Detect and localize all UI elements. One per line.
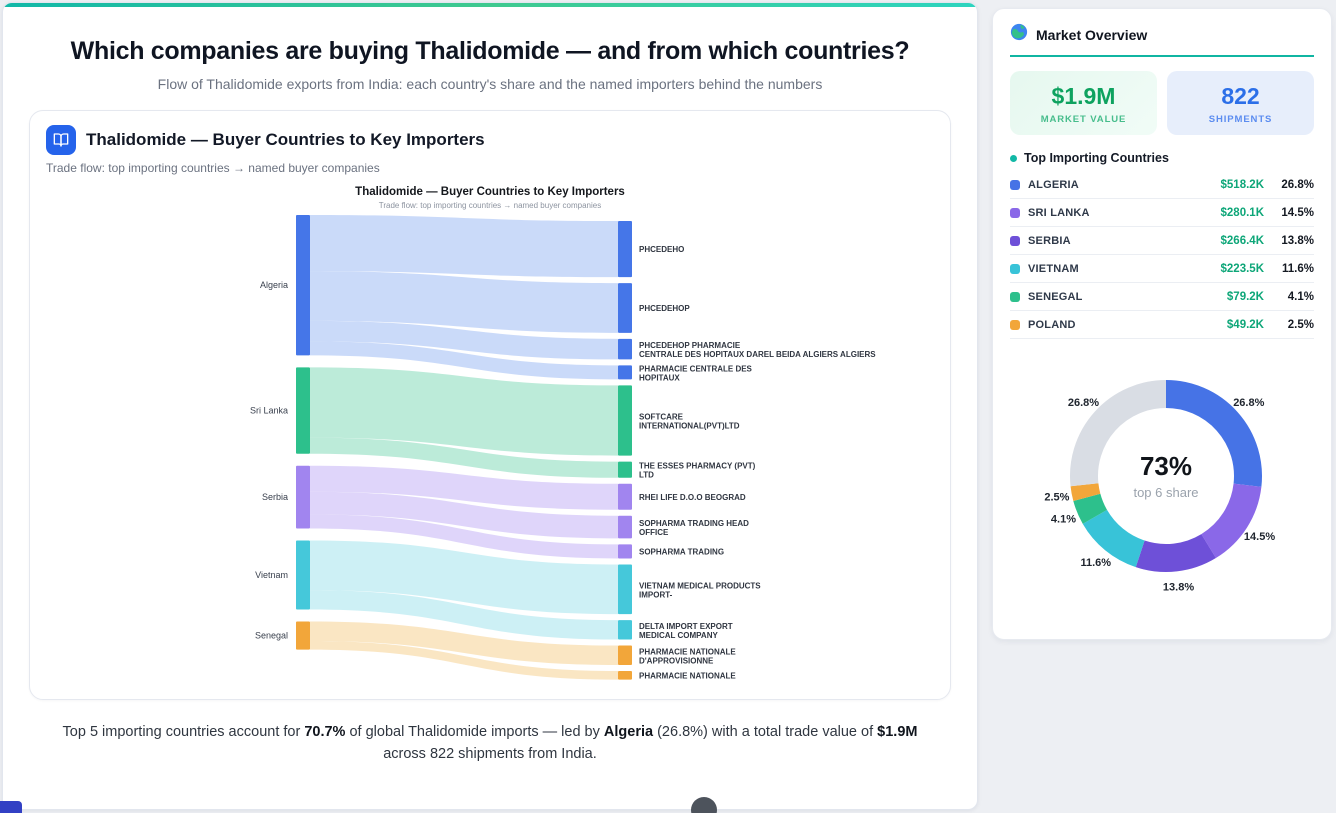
country-color-swatch: [1010, 263, 1020, 274]
summary-note: Top 5 importing countries account for 70…: [62, 724, 918, 762]
svg-text:26.8%: 26.8%: [1233, 397, 1264, 409]
sankey-diagram[interactable]: Thalidomide — Buyer Countries to Key Imp…: [50, 179, 930, 689]
country-name: ALGERIA: [1028, 178, 1079, 191]
donut-chart[interactable]: 26.8% 14.5% 13.8% 11.6% 4.1% 2.5% 26.8% 73% top …: [1010, 351, 1322, 603]
svg-text:PHCEDEHOP: PHCEDEHOP: [639, 304, 690, 313]
svg-text:PHCEDEHO: PHCEDEHO: [639, 245, 684, 254]
partial-bottom-circle-button[interactable]: [691, 797, 717, 813]
svg-text:Senegal: Senegal: [255, 631, 288, 641]
svg-text:INTERNATIONAL(PVT)LTD: INTERNATIONAL(PVT)LTD: [639, 422, 740, 431]
page-subtitle: Flow of Thalidomide exports from India: …: [157, 76, 823, 92]
country-name: SRI LANKA: [1028, 206, 1090, 219]
shipments-stat: 822 SHIPMENTS: [1167, 71, 1314, 135]
svg-text:THE ESSES PHARMACY (PVT): THE ESSES PHARMACY (PVT): [639, 462, 756, 471]
book-icon: [46, 125, 76, 155]
chart-card-header: Thalidomide — Buyer Countries to Key Imp…: [46, 125, 934, 155]
svg-text:Thalidomide — Buyer Countries: Thalidomide — Buyer Countries to Key Imp…: [355, 186, 625, 198]
country-row-vietnam: VIETNAM $223.5K 11.6%: [1010, 255, 1314, 283]
sidebar-header: Market Overview: [1010, 23, 1314, 57]
country-row-serbia: SERBIA $266.4K 13.8%: [1010, 227, 1314, 255]
country-value: $266.4K: [1220, 234, 1264, 247]
chart-card-subtitle: Trade flow: top importing countries → na…: [46, 161, 380, 175]
top-accent-bar: [3, 3, 977, 7]
svg-text:SOPHARMA TRADING: SOPHARMA TRADING: [639, 547, 724, 556]
country-color-swatch: [1010, 319, 1020, 330]
svg-text:SOPHARMA TRADING HEAD: SOPHARMA TRADING HEAD: [639, 519, 749, 528]
svg-text:PHCEDEHOP PHARMACIE: PHCEDEHOP PHARMACIE: [639, 341, 741, 350]
svg-text:top 6 share: top 6 share: [1133, 485, 1198, 500]
country-list: ALGERIA $518.2K 26.8% SRI LANKA $280.1K …: [1010, 171, 1314, 339]
svg-text:14.5%: 14.5%: [1244, 531, 1275, 543]
svg-text:LTD: LTD: [639, 471, 654, 480]
country-color-swatch: [1010, 179, 1020, 190]
svg-text:D'APPROVISIONNE: D'APPROVISIONNE: [639, 656, 714, 665]
partial-bottom-left-element: [0, 801, 22, 813]
country-pct: 11.6%: [1282, 262, 1314, 275]
top-countries-heading-text: Top Importing Countries: [1024, 151, 1169, 165]
country-value: $223.5K: [1220, 262, 1264, 275]
svg-text:CENTRALE DES HOPITAUX DAREL BE: CENTRALE DES HOPITAUX DAREL BEIDA ALGIER…: [639, 350, 876, 359]
svg-text:Sri Lanka: Sri Lanka: [250, 406, 288, 416]
country-value: $49.2K: [1226, 318, 1264, 331]
country-row-sri-lanka: SRI LANKA $280.1K 14.5%: [1010, 199, 1314, 227]
svg-text:4.1%: 4.1%: [1051, 513, 1076, 525]
svg-text:73%: 73%: [1140, 451, 1192, 481]
market-overview-panel: Market Overview $1.9M MARKET VALUE 822 S…: [992, 8, 1332, 640]
country-row-senegal: SENEGAL $79.2K 4.1%: [1010, 283, 1314, 311]
svg-text:OFFICE: OFFICE: [639, 528, 669, 537]
country-pct: 2.5%: [1287, 318, 1314, 331]
svg-text:PHARMACIE NATIONALE: PHARMACIE NATIONALE: [639, 647, 736, 656]
svg-text:Vietnam: Vietnam: [255, 570, 288, 580]
chart-card-title: Thalidomide — Buyer Countries to Key Imp…: [86, 130, 485, 149]
top-countries-heading: Top Importing Countries: [1010, 151, 1314, 165]
market-value: $1.9M: [1051, 83, 1116, 109]
svg-text:HOPITAUX: HOPITAUX: [639, 373, 680, 382]
country-name: SERBIA: [1028, 234, 1071, 247]
country-value: $518.2K: [1220, 178, 1264, 191]
svg-text:2.5%: 2.5%: [1044, 491, 1069, 503]
svg-text:SOFTCARE: SOFTCARE: [639, 413, 684, 422]
svg-text:Algeria: Algeria: [260, 280, 288, 290]
svg-text:Trade flow: top importing coun: Trade flow: top importing countries → na…: [379, 201, 601, 210]
svg-text:IMPORT-: IMPORT-: [639, 590, 673, 599]
country-pct: 4.1%: [1287, 290, 1314, 303]
svg-text:Serbia: Serbia: [262, 492, 288, 502]
country-pct: 13.8%: [1281, 234, 1314, 247]
country-name: POLAND: [1028, 318, 1076, 331]
svg-text:MEDICAL COMPANY: MEDICAL COMPANY: [639, 631, 718, 640]
shipments-value: 822: [1221, 83, 1260, 109]
country-value: $280.1K: [1220, 206, 1264, 219]
svg-text:11.6%: 11.6%: [1080, 557, 1111, 569]
market-value-stat: $1.9M MARKET VALUE: [1010, 71, 1157, 135]
country-color-swatch: [1010, 207, 1020, 218]
country-value: $79.2K: [1226, 290, 1264, 303]
country-row-algeria: ALGERIA $518.2K 26.8%: [1010, 171, 1314, 199]
svg-text:26.8%: 26.8%: [1068, 397, 1099, 409]
country-row-poland: POLAND $49.2K 2.5%: [1010, 311, 1314, 339]
country-pct: 26.8%: [1281, 178, 1314, 191]
country-color-swatch: [1010, 291, 1020, 302]
page-title: Which companies are buying Thalidomide —…: [70, 37, 910, 65]
country-name: VIETNAM: [1028, 262, 1079, 275]
svg-text:PHARMACIE CENTRALE DES: PHARMACIE CENTRALE DES: [639, 364, 753, 373]
main-report-card: Which companies are buying Thalidomide —…: [2, 2, 978, 810]
country-color-swatch: [1010, 235, 1020, 246]
country-name: SENEGAL: [1028, 290, 1083, 303]
globe-icon: [1010, 23, 1028, 46]
bullet-dot-icon: [1010, 154, 1017, 162]
svg-text:DELTA IMPORT EXPORT: DELTA IMPORT EXPORT: [639, 622, 733, 631]
shipments-label: SHIPMENTS: [1208, 114, 1273, 125]
sidebar-title: Market Overview: [1036, 26, 1148, 43]
svg-text:13.8%: 13.8%: [1163, 581, 1194, 593]
country-pct: 14.5%: [1281, 206, 1314, 219]
svg-text:PHARMACIE NATIONALE: PHARMACIE NATIONALE: [639, 671, 736, 680]
sankey-chart-card: Thalidomide — Buyer Countries to Key Imp…: [29, 110, 951, 700]
stat-tiles: $1.9M MARKET VALUE 822 SHIPMENTS: [1010, 71, 1314, 135]
market-value-label: MARKET VALUE: [1040, 114, 1127, 125]
svg-text:RHEI LIFE D.O.O BEOGRAD: RHEI LIFE D.O.O BEOGRAD: [639, 493, 746, 502]
svg-text:VIETNAM MEDICAL PRODUCTS: VIETNAM MEDICAL PRODUCTS: [639, 581, 761, 590]
